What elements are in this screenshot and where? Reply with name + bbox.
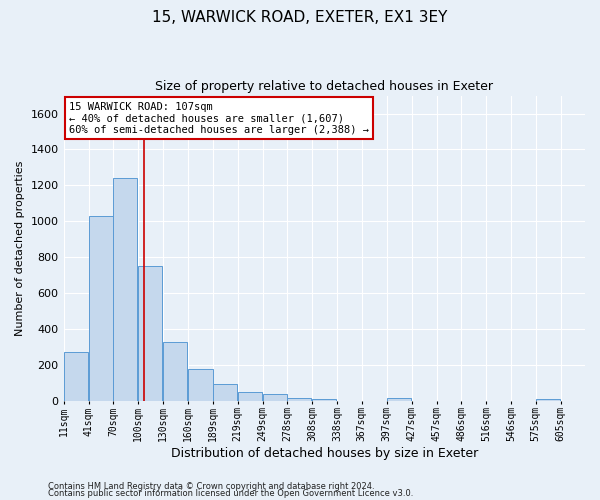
Bar — [138, 266, 163, 400]
Bar — [238, 392, 262, 400]
Bar — [536, 399, 560, 400]
Bar — [64, 352, 88, 401]
Bar — [113, 178, 137, 400]
Bar — [212, 384, 237, 400]
Text: 15, WARWICK ROAD, EXETER, EX1 3EY: 15, WARWICK ROAD, EXETER, EX1 3EY — [152, 10, 448, 25]
X-axis label: Distribution of detached houses by size in Exeter: Distribution of detached houses by size … — [170, 447, 478, 460]
Title: Size of property relative to detached houses in Exeter: Size of property relative to detached ho… — [155, 80, 493, 93]
Text: 15 WARWICK ROAD: 107sqm
← 40% of detached houses are smaller (1,607)
60% of semi: 15 WARWICK ROAD: 107sqm ← 40% of detache… — [69, 102, 369, 135]
Text: Contains public sector information licensed under the Open Government Licence v3: Contains public sector information licen… — [48, 490, 413, 498]
Y-axis label: Number of detached properties: Number of detached properties — [15, 160, 25, 336]
Bar — [287, 398, 311, 400]
Bar — [89, 216, 113, 400]
Bar — [263, 394, 287, 400]
Bar — [386, 398, 411, 400]
Bar — [312, 399, 337, 400]
Bar — [188, 369, 212, 400]
Bar — [163, 342, 187, 400]
Text: Contains HM Land Registry data © Crown copyright and database right 2024.: Contains HM Land Registry data © Crown c… — [48, 482, 374, 491]
